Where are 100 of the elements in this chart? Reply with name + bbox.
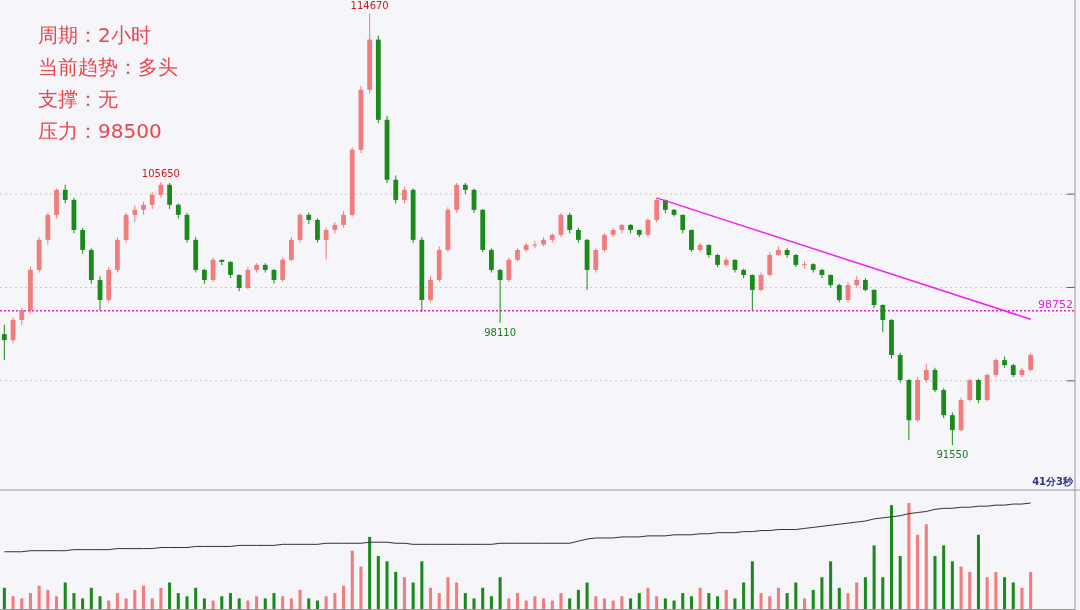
bar bbox=[846, 593, 850, 609]
bar bbox=[159, 587, 163, 609]
bar bbox=[994, 571, 998, 609]
bar bbox=[185, 596, 189, 609]
candlestick bbox=[393, 174, 399, 204]
candlestick bbox=[245, 266, 251, 290]
bar bbox=[637, 593, 641, 609]
bar bbox=[133, 589, 137, 609]
bar bbox=[716, 596, 720, 609]
candlestick bbox=[332, 221, 338, 234]
annotation: 支撑：无 bbox=[38, 87, 118, 111]
bar bbox=[472, 598, 476, 609]
candlestick bbox=[767, 251, 773, 277]
bar bbox=[585, 582, 589, 609]
bar bbox=[1011, 582, 1015, 609]
bar bbox=[889, 505, 894, 609]
bar bbox=[402, 577, 406, 609]
bar bbox=[785, 593, 789, 609]
bar bbox=[455, 582, 459, 609]
bar bbox=[237, 598, 241, 609]
bar bbox=[733, 598, 737, 609]
bar bbox=[342, 585, 346, 609]
bar bbox=[368, 536, 372, 609]
bar bbox=[742, 582, 746, 609]
annotation: 105650 bbox=[141, 168, 180, 179]
bar bbox=[98, 596, 102, 609]
bar bbox=[550, 600, 554, 609]
candlestick bbox=[323, 227, 329, 260]
candlestick bbox=[1028, 352, 1034, 372]
bar bbox=[707, 593, 711, 609]
bar bbox=[481, 587, 485, 609]
candlestick bbox=[288, 236, 294, 262]
bar bbox=[11, 596, 15, 609]
bar bbox=[55, 596, 59, 609]
candlestick bbox=[62, 184, 68, 204]
bar bbox=[446, 577, 450, 609]
bar bbox=[429, 587, 433, 609]
bar bbox=[916, 534, 920, 609]
annotation: 41分3秒 bbox=[1032, 476, 1074, 487]
bar bbox=[881, 577, 885, 609]
bar bbox=[863, 577, 867, 609]
candlestick bbox=[880, 303, 886, 333]
bar bbox=[324, 596, 328, 609]
bar bbox=[281, 596, 285, 609]
bar bbox=[1003, 577, 1007, 609]
bar bbox=[255, 596, 259, 609]
bar bbox=[463, 593, 467, 609]
bar bbox=[924, 524, 928, 609]
bar bbox=[959, 566, 963, 609]
bar bbox=[542, 598, 546, 609]
bar bbox=[829, 561, 833, 609]
candlestick bbox=[802, 260, 807, 270]
bar bbox=[168, 582, 172, 609]
bar bbox=[524, 600, 528, 609]
candlestick bbox=[967, 378, 973, 402]
bar bbox=[950, 561, 954, 609]
bar bbox=[20, 598, 24, 609]
bar bbox=[333, 593, 337, 609]
bar bbox=[620, 596, 624, 609]
bar bbox=[898, 556, 902, 609]
bar bbox=[194, 587, 198, 609]
bar bbox=[141, 585, 146, 609]
bar bbox=[150, 598, 154, 609]
bar bbox=[855, 582, 859, 609]
bar bbox=[359, 566, 363, 609]
bar bbox=[750, 561, 754, 609]
bar bbox=[124, 598, 128, 609]
candlestick bbox=[167, 182, 172, 210]
bar bbox=[976, 534, 980, 609]
bar bbox=[81, 598, 85, 609]
candlestick bbox=[1, 324, 7, 361]
candlestick bbox=[749, 273, 755, 311]
candlestick bbox=[923, 363, 929, 384]
bar bbox=[872, 545, 876, 609]
annotation: 周期：2小时 bbox=[38, 23, 151, 47]
bar bbox=[211, 600, 215, 609]
bar bbox=[107, 600, 111, 609]
bar bbox=[515, 593, 520, 609]
bar bbox=[646, 587, 650, 609]
bar bbox=[272, 593, 276, 609]
candlestick bbox=[602, 232, 607, 253]
candlestick bbox=[593, 247, 599, 274]
candlestick bbox=[836, 283, 842, 303]
bar bbox=[611, 600, 615, 609]
candlestick bbox=[80, 227, 86, 255]
bar bbox=[394, 571, 398, 609]
bar bbox=[37, 585, 41, 609]
bar bbox=[176, 593, 180, 609]
annotation: 91550 bbox=[936, 449, 969, 461]
bar bbox=[298, 589, 302, 609]
bar bbox=[489, 596, 493, 609]
bar bbox=[837, 587, 841, 609]
bar bbox=[663, 598, 667, 609]
bar bbox=[315, 600, 319, 609]
bar bbox=[803, 598, 807, 609]
candlestick bbox=[315, 217, 320, 244]
bar bbox=[907, 503, 911, 609]
annotation: 98110 bbox=[484, 326, 517, 338]
candlestick bbox=[949, 412, 955, 446]
candlestick bbox=[976, 378, 981, 404]
